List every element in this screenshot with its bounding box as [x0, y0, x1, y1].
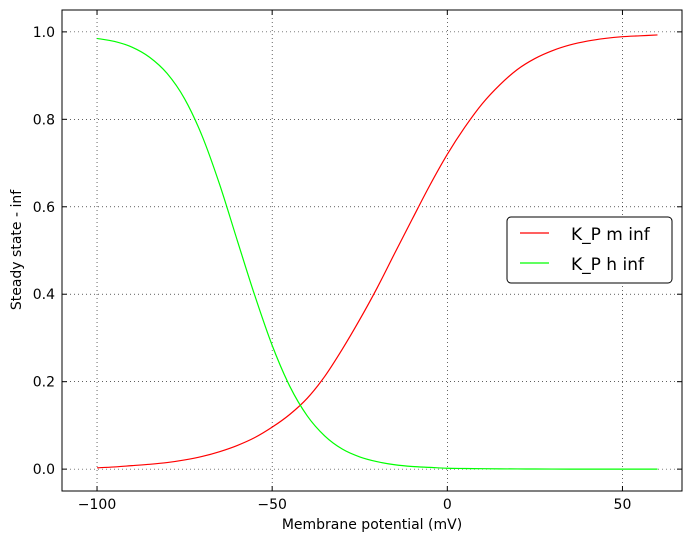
x-tick-label: −100 [78, 497, 116, 513]
y-tick-label: 0.8 [33, 112, 55, 128]
x-axis-label: Membrane potential (mV) [282, 517, 462, 533]
legend: K_P m inf K_P h inf [506, 216, 673, 284]
x-tick-label: 50 [614, 497, 632, 513]
series-line-k-p-m-inf [97, 34, 658, 469]
legend-label-k-p-h-inf: K_P h inf [571, 255, 645, 275]
y-tick-label: 0.2 [33, 375, 55, 391]
grid [62, 10, 682, 491]
y-tick-label: 1.0 [33, 25, 55, 41]
series-group [96, 34, 658, 470]
y-axis-label: Steady state - inf [9, 189, 25, 310]
plot-area-frame [61, 9, 683, 492]
series-line-k-p-h-inf [96, 37, 658, 470]
axis-ticks: −100 −50 0 50 0.0 0.2 0.4 0.6 0.8 1.0 [33, 10, 682, 513]
y-tick-label: 0.6 [33, 200, 55, 216]
y-tick-label: 0.0 [33, 462, 55, 478]
legend-label-k-p-m-inf: K_P m inf [571, 225, 651, 245]
x-tick-label: 0 [443, 497, 452, 513]
x-tick-label: −50 [257, 497, 287, 513]
y-tick-label: 0.4 [33, 287, 55, 303]
